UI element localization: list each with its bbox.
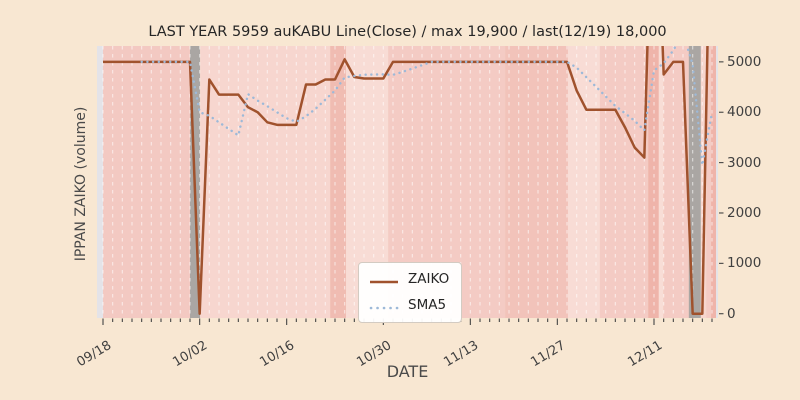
y-tick-label: 3000: [727, 154, 762, 171]
legend-item-zaiko: ZAIKO: [369, 270, 449, 289]
y-tick-label: 0: [727, 305, 736, 322]
y-tick-label: 1000: [727, 255, 762, 272]
x-axis-label: DATE: [386, 362, 429, 381]
legend-label-zaiko: ZAIKO: [408, 271, 450, 287]
legend-item-sma5: SMA5: [369, 296, 449, 315]
y-tick-label: 2000: [727, 204, 762, 221]
y-tick-label: 5000: [727, 53, 762, 70]
legend-label-sma5: SMA5: [408, 297, 447, 313]
y-tick-label: 4000: [727, 104, 762, 121]
zaiko-line-swatch: [369, 270, 399, 289]
legend: ZAIKO SMA5: [358, 262, 463, 323]
chart-title: LAST YEAR 5959 auKABU Line(Close) / max …: [148, 24, 667, 40]
sma5-dotted-swatch: [369, 296, 400, 315]
